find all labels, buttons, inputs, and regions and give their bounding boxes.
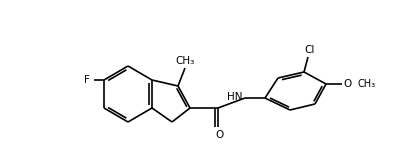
Text: HN: HN xyxy=(228,92,243,102)
Text: F: F xyxy=(84,75,90,85)
Text: CH₃: CH₃ xyxy=(176,56,195,66)
Text: Cl: Cl xyxy=(305,45,315,55)
Text: O: O xyxy=(216,130,224,140)
Text: CH₃: CH₃ xyxy=(358,79,376,89)
Text: O: O xyxy=(343,79,351,89)
